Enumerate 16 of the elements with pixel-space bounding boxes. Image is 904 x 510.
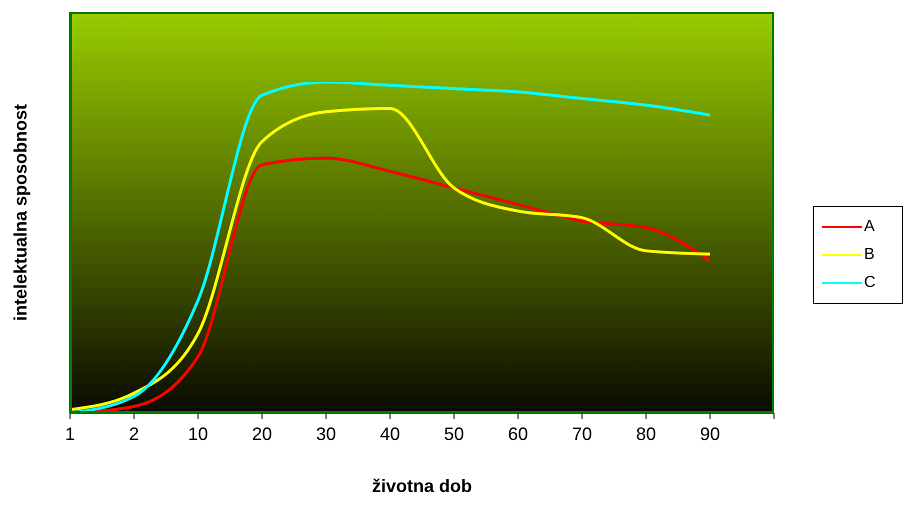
y-axis-title: intelektualna sposobnost [10, 104, 30, 322]
legend-label: C [864, 274, 876, 292]
legend-label: A [864, 218, 875, 236]
x-tick-label: 50 [444, 424, 464, 444]
legend-label: B [864, 246, 875, 264]
x-tick-label: 80 [636, 424, 656, 444]
x-tick-label: 10 [188, 424, 208, 444]
x-axis-title: životna dob [372, 476, 472, 496]
x-tick-label: 90 [700, 424, 720, 444]
x-tick-label: 20 [252, 424, 272, 444]
x-tick-label: 30 [316, 424, 336, 444]
x-tick-label: 40 [380, 424, 400, 444]
x-tick-label: 70 [572, 424, 592, 444]
x-tick-label: 1 [64, 424, 76, 444]
x-tick-label: 60 [508, 424, 528, 444]
x-tick-label: 2 [128, 424, 140, 444]
